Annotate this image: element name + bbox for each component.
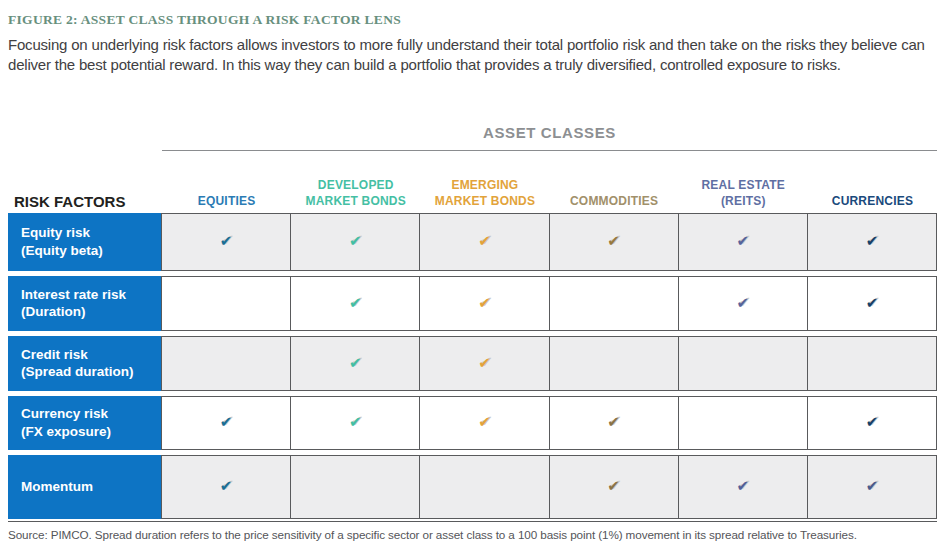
matrix-cell-currencies [807, 336, 937, 391]
figure-page: FIGURE 2: ASSET CLASS THROUGH A RISK FAC… [0, 0, 945, 550]
table-row: Equity risk(Equity beta) ✔ ✔ ✔ ✔ ✔ ✔ [8, 213, 937, 271]
column-header-commodities: COMMODITIES [550, 194, 679, 210]
matrix-cell-real-estate-reits [678, 396, 808, 450]
check-icon: ✔ [736, 296, 749, 311]
check-icon: ✔ [478, 356, 491, 371]
column-header-row: RISK FACTORS EQUITIESDEVELOPEDMARKET BON… [8, 151, 937, 213]
matrix-cell-real-estate-reits: ✔ [678, 455, 808, 519]
row-sublabel: (Duration) [21, 303, 162, 321]
matrix-cell-developed-market-bonds: ✔ [290, 396, 420, 450]
matrix-cell-commodities: ✔ [549, 396, 679, 450]
column-header-currencies: CURRENCIES [808, 194, 937, 210]
matrix-cell-commodities: ✔ [549, 213, 679, 271]
matrix-cell-equities: ✔ [161, 213, 291, 271]
row-label: Credit risk [21, 346, 162, 364]
matrix-cell-emerging-market-bonds: ✔ [419, 396, 549, 450]
column-header-equities: EQUITIES [162, 194, 291, 210]
risk-factor-matrix: Equity risk(Equity beta)✔✔✔✔✔✔Interest r… [8, 213, 937, 519]
row-label: Currency risk [21, 405, 162, 423]
check-icon: ✔ [220, 234, 233, 249]
check-icon: ✔ [866, 415, 879, 430]
check-icon: ✔ [607, 479, 620, 494]
matrix-cell-commodities [549, 276, 679, 331]
matrix-cell-currencies: ✔ [807, 455, 937, 519]
row-sublabel: (Equity beta) [21, 242, 162, 260]
matrix-cell-equities [161, 336, 291, 391]
matrix-cell-emerging-market-bonds: ✔ [419, 213, 549, 271]
check-icon: ✔ [736, 479, 749, 494]
matrix-cell-commodities [549, 336, 679, 391]
check-icon: ✔ [736, 234, 749, 249]
check-icon: ✔ [866, 479, 879, 494]
matrix-cell-emerging-market-bonds: ✔ [419, 336, 549, 391]
table-row: Currency risk(FX exposure) ✔ ✔ ✔ ✔ ✔ [8, 396, 937, 450]
matrix-cell-developed-market-bonds: ✔ [290, 213, 420, 271]
matrix-cell-currencies: ✔ [807, 276, 937, 331]
check-icon: ✔ [349, 234, 362, 249]
matrix-cell-developed-market-bonds [290, 455, 420, 519]
check-icon: ✔ [478, 296, 491, 311]
source-footnote: Source: PIMCO. Spread duration refers to… [8, 528, 937, 541]
matrix-cell-commodities: ✔ [549, 455, 679, 519]
row-label: Momentum [21, 478, 162, 496]
check-icon: ✔ [478, 234, 491, 249]
table-row: Interest rate risk(Duration) ✔ ✔ ✔ ✔ [8, 276, 937, 331]
check-icon: ✔ [866, 296, 879, 311]
matrix-cell-emerging-market-bonds [419, 455, 549, 519]
check-icon: ✔ [220, 415, 233, 430]
row-label: Interest rate risk [21, 286, 162, 304]
row-header: Credit risk(Spread duration) [8, 336, 162, 391]
row-header: Equity risk(Equity beta) [8, 213, 162, 271]
matrix-cell-emerging-market-bonds: ✔ [419, 276, 549, 331]
matrix-cell-developed-market-bonds: ✔ [290, 276, 420, 331]
matrix-cell-developed-market-bonds: ✔ [290, 336, 420, 391]
figure-title: FIGURE 2: ASSET CLASS THROUGH A RISK FAC… [8, 12, 937, 28]
row-header: Momentum [8, 455, 162, 519]
asset-classes-group-header: ASSET CLASSES [8, 124, 937, 151]
matrix-cell-equities: ✔ [161, 396, 291, 450]
column-header-emerging-market-bonds: EMERGINGMARKET BONDS [420, 178, 549, 209]
bottom-rule [8, 521, 937, 522]
check-icon: ✔ [478, 415, 491, 430]
matrix-cell-real-estate-reits: ✔ [678, 276, 808, 331]
matrix-cell-real-estate-reits: ✔ [678, 213, 808, 271]
check-icon: ✔ [220, 479, 233, 494]
column-header-real-estate-reits: REAL ESTATE(REITS) [679, 178, 808, 209]
check-icon: ✔ [349, 296, 362, 311]
row-header: Currency risk(FX exposure) [8, 396, 162, 450]
matrix-cell-currencies: ✔ [807, 213, 937, 271]
matrix-cell-real-estate-reits [678, 336, 808, 391]
asset-classes-label: ASSET CLASSES [162, 124, 937, 151]
check-icon: ✔ [866, 234, 879, 249]
row-sublabel: (FX exposure) [21, 423, 162, 441]
column-header-developed-market-bonds: DEVELOPEDMARKET BONDS [291, 178, 420, 209]
check-icon: ✔ [349, 356, 362, 371]
group-header-spacer [8, 124, 162, 151]
matrix-cell-currencies: ✔ [807, 396, 937, 450]
matrix-cell-equities [161, 276, 291, 331]
table-row: Credit risk(Spread duration) ✔ ✔ [8, 336, 937, 391]
row-label: Equity risk [21, 224, 162, 242]
check-icon: ✔ [607, 415, 620, 430]
check-icon: ✔ [349, 415, 362, 430]
row-sublabel: (Spread duration) [21, 363, 162, 381]
matrix-cell-equities: ✔ [161, 455, 291, 519]
table-row: Momentum ✔ ✔ ✔ ✔ [8, 455, 937, 519]
row-header: Interest rate risk(Duration) [8, 276, 162, 331]
check-icon: ✔ [607, 234, 620, 249]
figure-description: Focusing on underlying risk factors allo… [8, 35, 940, 75]
risk-factors-label: RISK FACTORS [8, 193, 162, 210]
